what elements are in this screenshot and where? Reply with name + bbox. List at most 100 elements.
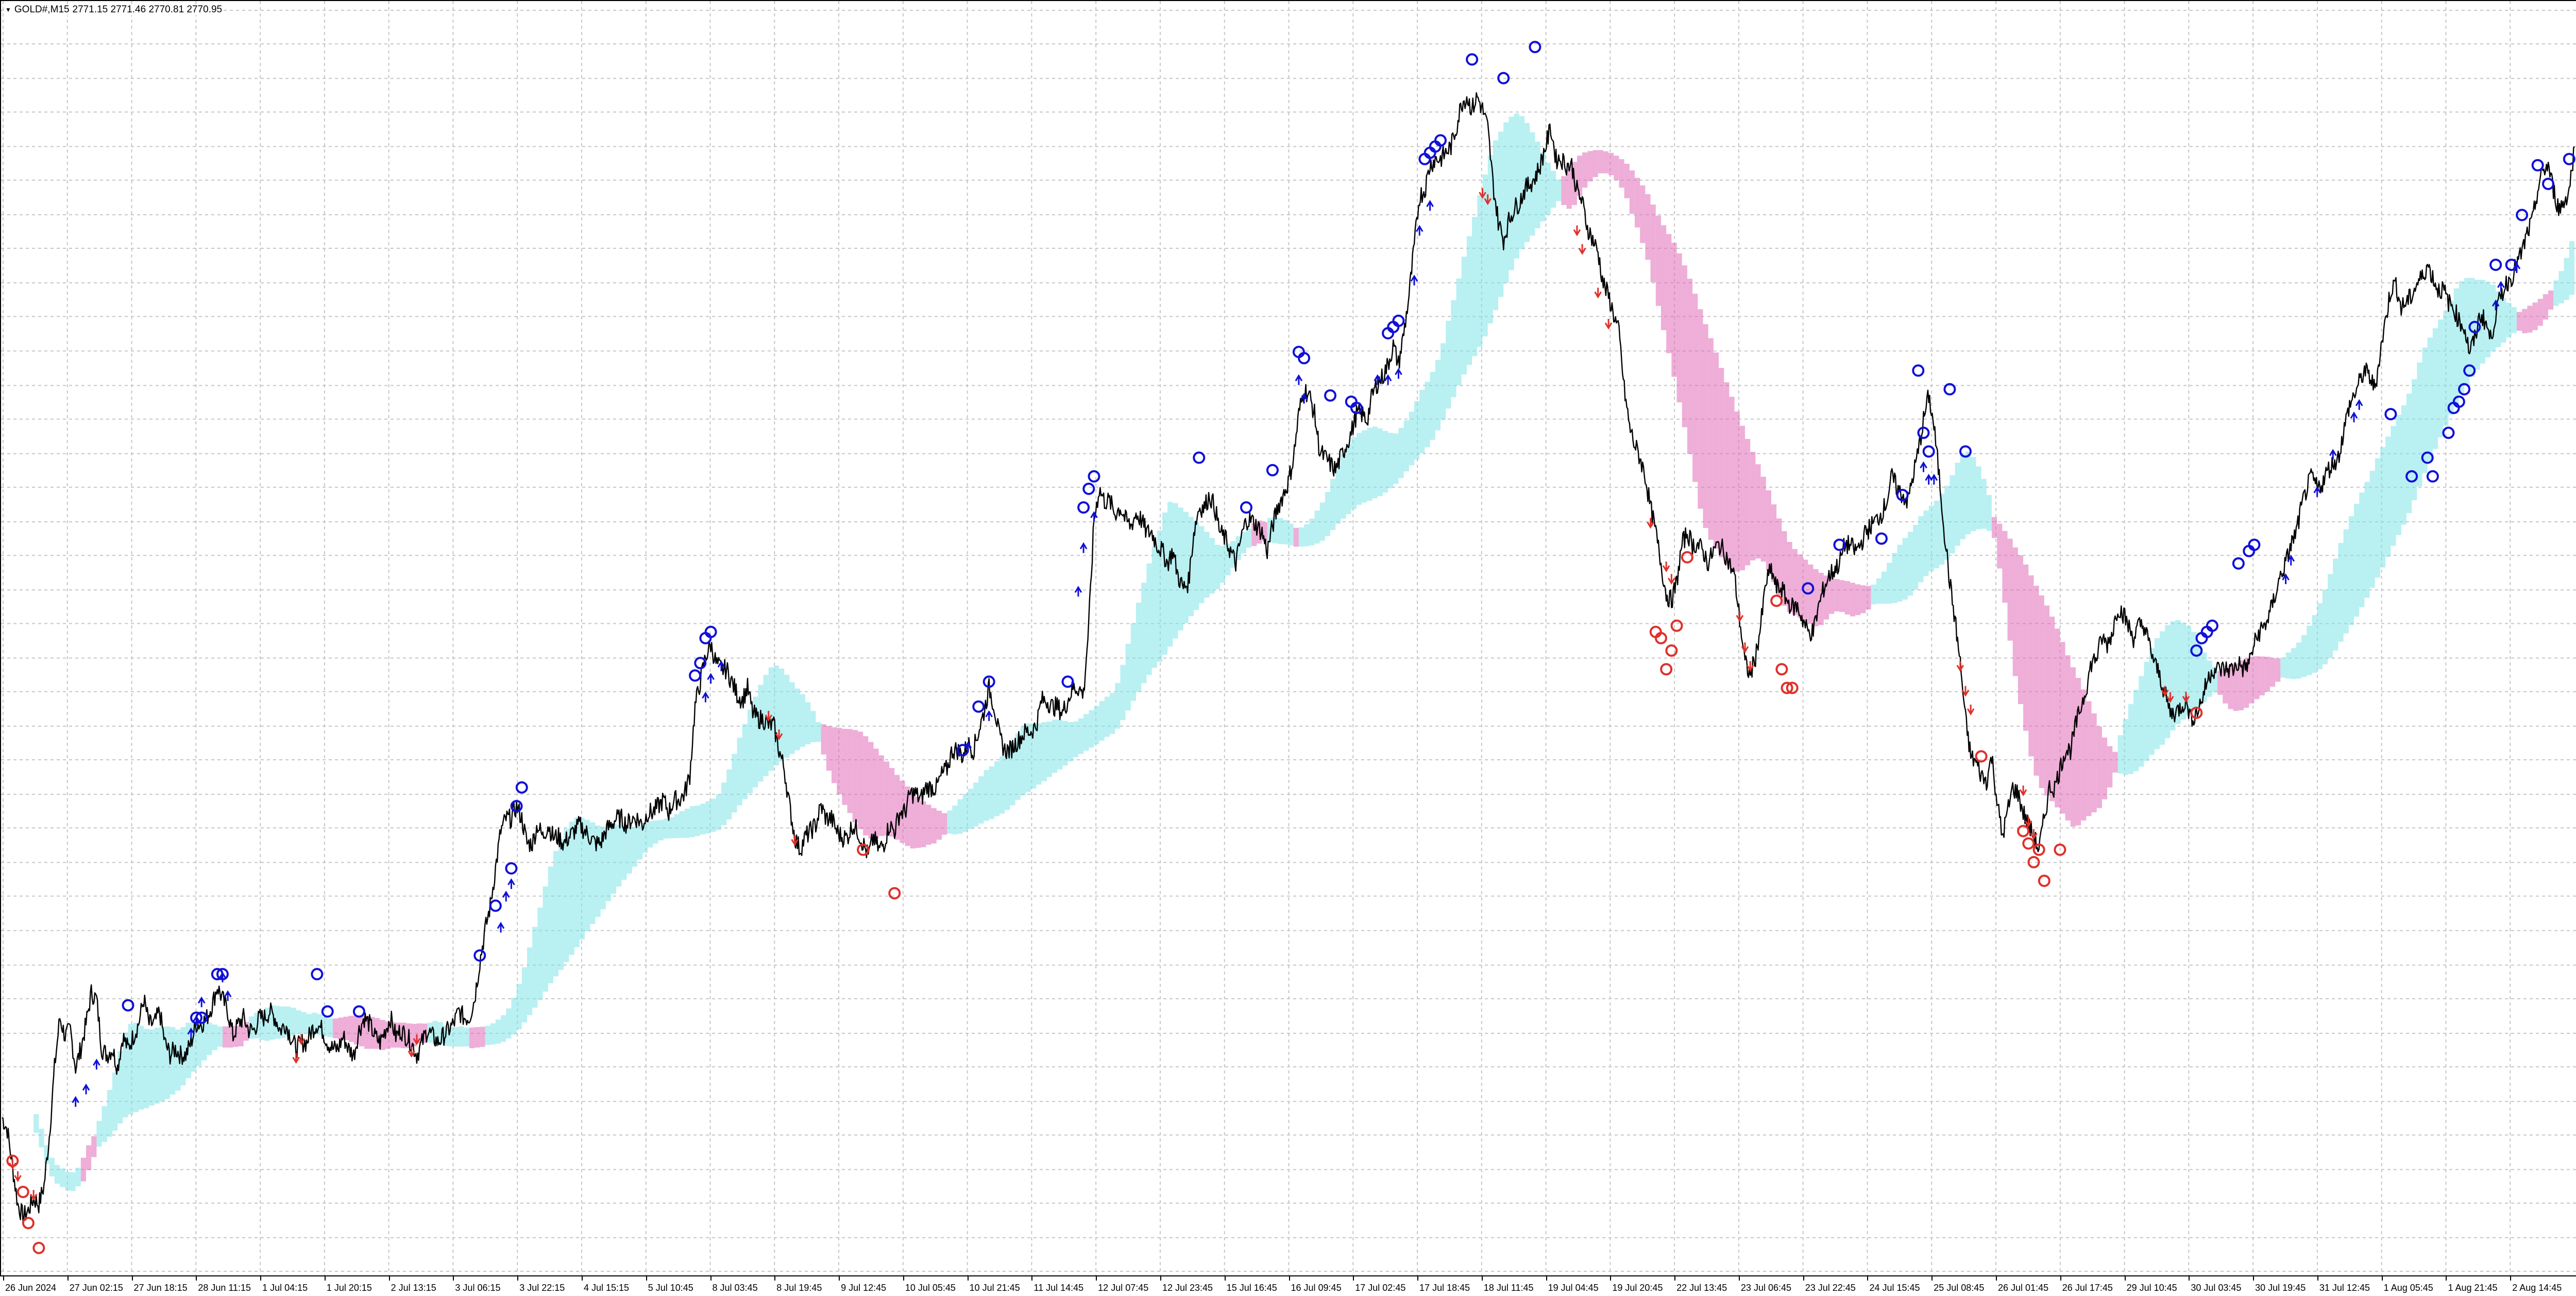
cloud-segment xyxy=(1162,512,1168,655)
cloud-segment xyxy=(201,1022,207,1061)
cloud-segment xyxy=(2464,278,2470,385)
cloud-segment xyxy=(611,823,617,894)
buy-signal-circle xyxy=(190,1011,203,1024)
cloud-segment xyxy=(2223,668,2228,704)
cloud-segment xyxy=(2338,543,2344,642)
cloud-segment xyxy=(637,825,643,860)
cloud-segment xyxy=(2422,347,2428,473)
cloud-segment xyxy=(558,839,564,970)
cloud-segment xyxy=(2212,667,2218,693)
cloud-segment xyxy=(1094,706,1099,744)
cloud-segment xyxy=(2432,328,2438,449)
cloud-segment xyxy=(2249,657,2255,704)
cloud-segment xyxy=(1209,538,1215,594)
time-tick xyxy=(1610,1276,1612,1281)
buy-signal-circle xyxy=(1912,364,1925,377)
cloud-segment xyxy=(910,792,916,849)
time-axis-label: 2 Aug 14:45 xyxy=(2512,1283,2562,1293)
time-tick xyxy=(517,1276,519,1281)
cloud-segment xyxy=(2012,547,2018,676)
time-tick xyxy=(1931,1276,1933,1281)
cloud-segment xyxy=(1020,726,1026,796)
cloud-segment xyxy=(2369,470,2375,588)
sell-signal-circle xyxy=(1681,551,1693,564)
cloud-segment xyxy=(2522,309,2528,333)
cloud-segment xyxy=(2112,752,2118,773)
cloud-segment xyxy=(658,820,664,841)
cloud-segment xyxy=(600,826,606,910)
buy-signal-circle xyxy=(1061,675,1074,688)
cloud-segment xyxy=(1986,495,1992,531)
cloud-segment xyxy=(364,1016,370,1049)
cloud-segment xyxy=(1173,503,1178,639)
cloud-segment xyxy=(1041,722,1047,781)
buy-signal-circle xyxy=(2426,470,2439,483)
time-axis[interactable]: 26 Jun 2024 27 Jun 02:15 27 Jun 18:15 28 Ju… xyxy=(0,1276,2576,1296)
cloud-segment xyxy=(921,801,926,847)
cloud-segment xyxy=(107,1089,112,1137)
sell-signal-circle xyxy=(2054,843,2066,856)
buy-signal-circle xyxy=(473,949,486,962)
cloud-segment xyxy=(2348,516,2354,625)
cloud-segment xyxy=(2107,746,2113,788)
cloud-segment xyxy=(1682,265,1687,428)
time-tick xyxy=(1160,1276,1161,1281)
cloud-segment xyxy=(543,886,548,992)
cloud-segment xyxy=(154,1028,160,1104)
cloud-segment xyxy=(1503,122,1509,283)
buy-signal-circle xyxy=(1082,482,1095,495)
symbol-label: GOLD#,M15 xyxy=(14,4,70,15)
cloud-segment xyxy=(1130,623,1136,701)
cloud-segment xyxy=(1451,300,1456,398)
cloud-segment xyxy=(1655,215,1661,306)
cloud-segment xyxy=(2123,719,2128,775)
cloud-segment xyxy=(1325,491,1331,536)
cloud-segment xyxy=(595,825,601,917)
time-axis-label: 1 Aug 05:45 xyxy=(2383,1283,2433,1293)
cloud-segment xyxy=(2060,642,2065,814)
buy-signal-circle xyxy=(311,968,324,981)
cloud-segment xyxy=(941,813,947,835)
cloud-segment xyxy=(2196,642,2202,707)
time-tick xyxy=(774,1276,776,1281)
collapse-triangle-icon[interactable]: ▼ xyxy=(5,6,11,13)
cloud-segment xyxy=(180,1027,186,1086)
cloud-segment xyxy=(2149,648,2155,755)
cloud-segment xyxy=(1073,721,1078,757)
buy-arrow xyxy=(1925,473,1933,485)
time-tick xyxy=(581,1276,583,1281)
cloud-segment xyxy=(1026,723,1031,792)
cloud-segment xyxy=(605,825,612,901)
cloud-segment xyxy=(2185,625,2192,715)
cloud-segment xyxy=(2328,574,2333,658)
buy-signal-circle xyxy=(2542,178,2555,191)
cloud-segment xyxy=(2537,299,2543,326)
cloud-segment xyxy=(747,709,753,794)
sell-signal-circle xyxy=(1670,619,1683,632)
cloud-segment xyxy=(742,724,748,799)
time-tick xyxy=(388,1276,390,1281)
cloud-segment xyxy=(773,666,779,766)
cloud-segment xyxy=(616,825,622,886)
cloud-segment xyxy=(296,1010,301,1034)
cloud-segment xyxy=(123,1032,128,1118)
cloud-segment xyxy=(2380,447,2386,568)
cloud-segment xyxy=(2375,458,2380,578)
cloud xyxy=(33,113,2574,1191)
cloud-segment xyxy=(2553,280,2559,306)
cloud-segment xyxy=(2133,690,2139,772)
time-axis-label: 10 Jul 05:45 xyxy=(905,1283,956,1293)
cloud-segment xyxy=(2075,678,2081,826)
cloud-segment xyxy=(2485,281,2490,357)
cloud-segment xyxy=(632,826,637,867)
buy-signal-circle xyxy=(2190,644,2203,657)
buy-arrow xyxy=(93,1059,100,1070)
cloud-segment xyxy=(527,947,533,1015)
cloud-segment xyxy=(1719,368,1724,557)
cloud-segment xyxy=(2128,704,2134,774)
cloud-segment xyxy=(962,793,968,832)
cloud-segment xyxy=(2086,701,2092,816)
